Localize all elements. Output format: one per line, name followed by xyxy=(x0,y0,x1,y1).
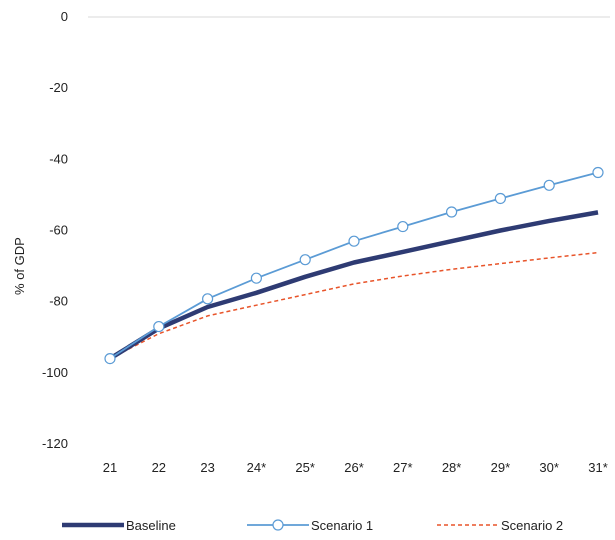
data-point-marker xyxy=(202,293,214,305)
x-tick-label: 27* xyxy=(393,460,413,475)
x-tick-label: 24* xyxy=(247,460,267,475)
y-tick-label: -60 xyxy=(49,223,68,238)
x-tick-label: 23 xyxy=(200,460,214,475)
data-point-marker xyxy=(446,206,458,218)
legend-item: Scenario 1 xyxy=(247,518,373,533)
series-line xyxy=(108,210,599,361)
y-tick-label: -100 xyxy=(42,365,68,380)
x-axis: 21 22 23 24* 25* 26* 27* 28* 29* 30* 31* xyxy=(103,460,608,475)
x-tick-label: 21 xyxy=(103,460,117,475)
series-layer xyxy=(104,166,604,365)
x-tick-label: 28* xyxy=(442,460,462,475)
series-scenario-1 xyxy=(104,166,604,365)
data-point-marker xyxy=(348,235,360,247)
data-point-marker xyxy=(543,179,555,191)
legend-label: Baseline xyxy=(126,518,176,533)
x-tick-label: 22 xyxy=(152,460,166,475)
y-tick-label: -80 xyxy=(49,294,68,309)
y-axis-title: % of GDP xyxy=(12,237,27,295)
x-tick-label: 25* xyxy=(295,460,315,475)
x-tick-label: 31* xyxy=(588,460,608,475)
data-point-marker xyxy=(153,320,165,333)
y-tick-label: -120 xyxy=(42,436,68,451)
data-point-marker xyxy=(104,353,116,365)
legend-marker xyxy=(272,519,284,531)
x-tick-label: 29* xyxy=(491,460,511,475)
y-tick-label: 0 xyxy=(61,9,68,24)
legend: Baseline Scenario 1 Scenario 2 xyxy=(62,518,563,533)
legend-item: Scenario 2 xyxy=(437,518,563,533)
data-point-marker xyxy=(397,220,409,233)
y-axis: 0 -20 -40 -60 -80 -100 -120 xyxy=(42,9,68,451)
x-tick-label: 26* xyxy=(344,460,364,475)
data-point-marker xyxy=(494,192,506,205)
legend-label: Scenario 2 xyxy=(501,518,563,533)
series-line xyxy=(109,251,599,360)
legend-label: Scenario 1 xyxy=(311,518,373,533)
series-baseline xyxy=(108,210,599,361)
data-point-marker xyxy=(592,166,604,179)
data-point-marker xyxy=(299,254,311,266)
y-tick-label: -20 xyxy=(49,80,68,95)
y-tick-label: -40 xyxy=(49,151,68,166)
x-tick-label: 30* xyxy=(539,460,559,475)
legend-item: Baseline xyxy=(62,518,176,533)
series-scenario-2 xyxy=(109,251,599,360)
data-point-marker xyxy=(250,272,262,284)
series-line xyxy=(109,171,599,360)
